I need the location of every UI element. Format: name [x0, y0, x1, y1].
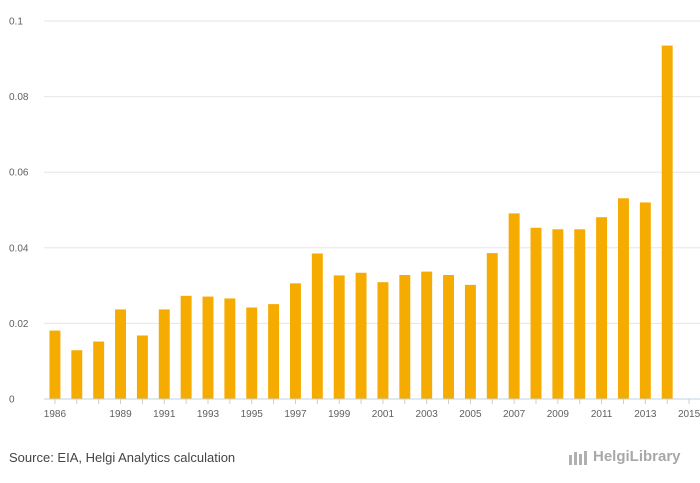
- x-tick-label: 2009: [547, 409, 570, 420]
- helgi-library-logo: HelgiLibrary: [568, 448, 681, 465]
- y-axis: 0 0.02 0.04 0.06 0.08 0.1: [9, 17, 29, 406]
- x-tick-label: 1991: [153, 409, 176, 420]
- y-tick-label: 0: [9, 395, 15, 406]
- bar-1996: [268, 304, 280, 399]
- bar-2000: [355, 272, 367, 399]
- bar-chart: 0 0.02 0.04 0.06 0.08 0.1 1986 1989 1991 1993 199…: [9, 17, 700, 420]
- x-tick-label: 1989: [109, 409, 132, 420]
- bar-1995: [246, 307, 258, 399]
- y-tick-label: 0.04: [9, 243, 29, 254]
- bar-1991: [158, 309, 170, 399]
- x-tick-label: 2003: [416, 409, 439, 420]
- bar-2008: [530, 227, 542, 399]
- y-tick-label: 0.1: [9, 17, 23, 28]
- source-note: Source: EIA, Helgi Analytics calculation: [9, 450, 236, 465]
- x-tick-label: 1999: [328, 409, 351, 420]
- bar-2002: [399, 275, 411, 399]
- x-tick-label: 1995: [241, 409, 264, 420]
- y-tick-label: 0.02: [9, 319, 29, 330]
- bar-2004: [443, 275, 454, 399]
- bar-1992: [180, 295, 192, 399]
- bar-2010: [574, 229, 586, 399]
- bar-2005: [464, 284, 476, 399]
- bar-2003: [421, 271, 433, 399]
- bar-2001: [377, 282, 389, 399]
- gridlines: [44, 20, 700, 324]
- x-tick-label: 2005: [459, 409, 482, 420]
- bars: [49, 45, 673, 399]
- bar-2007: [508, 213, 520, 399]
- bar-1986: [49, 330, 61, 399]
- bar-1993: [202, 296, 214, 399]
- bar-2013: [639, 202, 651, 399]
- y-tick-label: 0.06: [9, 168, 29, 179]
- bar-1999: [333, 275, 345, 399]
- x-tick-label: 1993: [197, 409, 220, 420]
- bar-1987: [71, 350, 83, 399]
- bar-1997: [290, 283, 301, 399]
- y-tick-label: 0.08: [9, 92, 29, 103]
- bar-1994: [224, 298, 236, 399]
- bar-2011: [596, 217, 608, 399]
- bar-1998: [311, 253, 323, 399]
- x-tick-label: 2015: [678, 409, 700, 420]
- logo-text: HelgiLibrary: [593, 448, 681, 465]
- bar-1989: [115, 309, 126, 399]
- x-tick-label: 2001: [372, 409, 395, 420]
- x-axis: 1986 1989 1991 1993 1995 1997 1999 2001 2003 2005…: [44, 399, 700, 420]
- bar-1990: [136, 335, 148, 399]
- x-tick-label: 1997: [284, 409, 307, 420]
- x-tick-label: 2013: [634, 409, 657, 420]
- bar-1988: [93, 341, 105, 399]
- bar-2012: [618, 198, 629, 399]
- x-tick-label: 1986: [44, 409, 67, 420]
- bar-2006: [486, 253, 498, 399]
- bar-2009: [552, 229, 564, 399]
- bar-2014: [661, 45, 673, 399]
- x-tick-label: 2011: [591, 409, 613, 420]
- library-logo-icon: [569, 450, 587, 465]
- x-tick-label: 2007: [503, 409, 526, 420]
